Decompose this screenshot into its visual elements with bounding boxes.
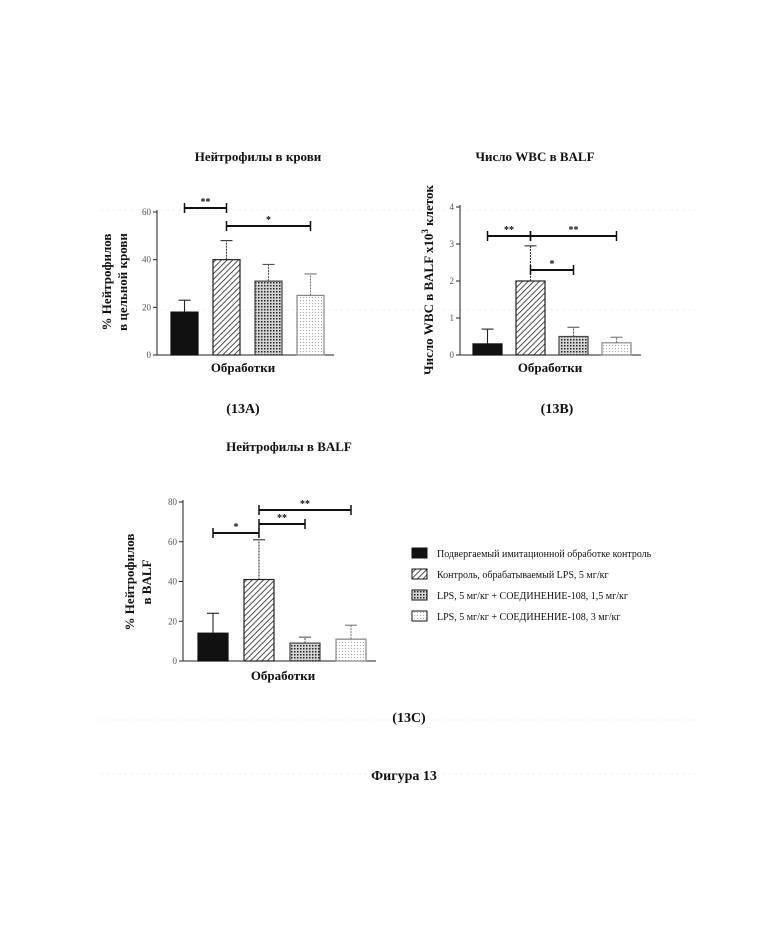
chart-b-title: Число WBC в BALF xyxy=(475,149,594,164)
chart-b-significance-label: ** xyxy=(569,225,579,236)
chart-b-bar xyxy=(516,281,545,355)
chart-b-bar xyxy=(559,337,588,356)
chart-b-ylabel-main: Число WBC в BALF x10 xyxy=(421,234,436,375)
chart-b-y-tick-label: 4 xyxy=(450,202,455,212)
chart-a-y-tick-label: 40 xyxy=(142,255,152,265)
chart-b-ylabel-unit: клеток xyxy=(421,185,436,230)
chart-c-significance-label: ** xyxy=(300,499,310,510)
chart-a-y-tick-label: 20 xyxy=(142,302,152,312)
legend: Подвергаемый имитационной обработке конт… xyxy=(412,548,652,623)
chart-c-y-tick-label: 60 xyxy=(168,537,178,547)
chart-c-significance-label: ** xyxy=(277,513,287,524)
chart-c-bar xyxy=(336,639,366,661)
legend-label-lps: Контроль, обрабатываемый LPS, 5 мг/кг xyxy=(437,570,609,581)
chart-c-ylabel-line2: в BALF xyxy=(139,559,154,604)
legend-swatch-compound-3 xyxy=(412,611,427,621)
chart-a-bar xyxy=(213,260,240,355)
chart-c-significance-label: * xyxy=(234,522,239,533)
chart-b-significance-label: ** xyxy=(504,225,514,236)
legend-swatch-sham xyxy=(412,548,427,558)
panel-label-13a: (13A) xyxy=(226,402,260,417)
chart-c-xlabel: Обработки xyxy=(251,668,316,683)
chart-a-title: Нейтрофилы в крови xyxy=(195,149,322,164)
chart-c-ylabel-line1: % Нейтрофилов xyxy=(122,534,137,631)
chart-b-y-tick-label: 0 xyxy=(450,350,455,360)
chart-c-bar xyxy=(198,633,228,661)
chart-a-significance-label: ** xyxy=(201,197,211,208)
chart-a-bar xyxy=(171,312,198,355)
chart-b-bar xyxy=(473,344,502,355)
chart-a-xlabel: Обработки xyxy=(211,360,276,375)
chart-b-xlabel: Обработки xyxy=(518,360,583,375)
chart-c-bar xyxy=(290,643,320,661)
legend-swatch-lps xyxy=(412,569,427,579)
legend-swatch-compound-1-5 xyxy=(412,590,427,600)
chart-c-bar xyxy=(244,580,274,661)
chart-b-bar xyxy=(602,343,631,355)
chart-a-significance-label: * xyxy=(266,215,271,226)
chart-a-ylabel-line1: % Нейтрофилов xyxy=(99,234,114,331)
chart-a-bar xyxy=(255,281,282,355)
figure-caption: Фигура 13 xyxy=(371,769,437,784)
chart-a-bar xyxy=(297,295,324,355)
panel-label-13b: (13B) xyxy=(541,402,574,417)
chart-a-y-tick-label: 60 xyxy=(142,207,152,217)
chart-c-y-tick-label: 40 xyxy=(168,577,178,587)
legend-label-compound-1-5: LPS, 5 мг/кг + СОЕДИНЕНИЕ-108, 1,5 мг/кг xyxy=(437,591,628,602)
chart-b: 01234***** xyxy=(450,202,642,360)
chart-c-y-tick-label: 0 xyxy=(173,656,178,666)
chart-b-y-tick-label: 1 xyxy=(450,313,455,323)
chart-a-ylabel-line2: в цельной крови xyxy=(115,233,130,331)
chart-a-y-tick-label: 0 xyxy=(147,350,152,360)
chart-c-y-tick-label: 80 xyxy=(168,497,178,507)
panel-label-13c: (13C) xyxy=(392,711,426,726)
chart-c-title: Нейтрофилы в BALF xyxy=(226,439,352,454)
chart-b-ylabel: Число WBC в BALF x103 клеток xyxy=(420,185,436,375)
legend-label-sham: Подвергаемый имитационной обработке конт… xyxy=(437,549,652,560)
chart-b-y-tick-label: 3 xyxy=(450,239,455,249)
chart-a: 0204060*** xyxy=(142,197,334,360)
legend-label-compound-3: LPS, 5 мг/кг + СОЕДИНЕНИЕ-108, 3 мг/кг xyxy=(437,612,620,623)
chart-c-y-tick-label: 20 xyxy=(168,616,178,626)
chart-b-significance-label: * xyxy=(550,259,555,270)
chart-c: 020406080***** xyxy=(168,497,376,666)
chart-b-y-tick-label: 2 xyxy=(450,276,455,286)
